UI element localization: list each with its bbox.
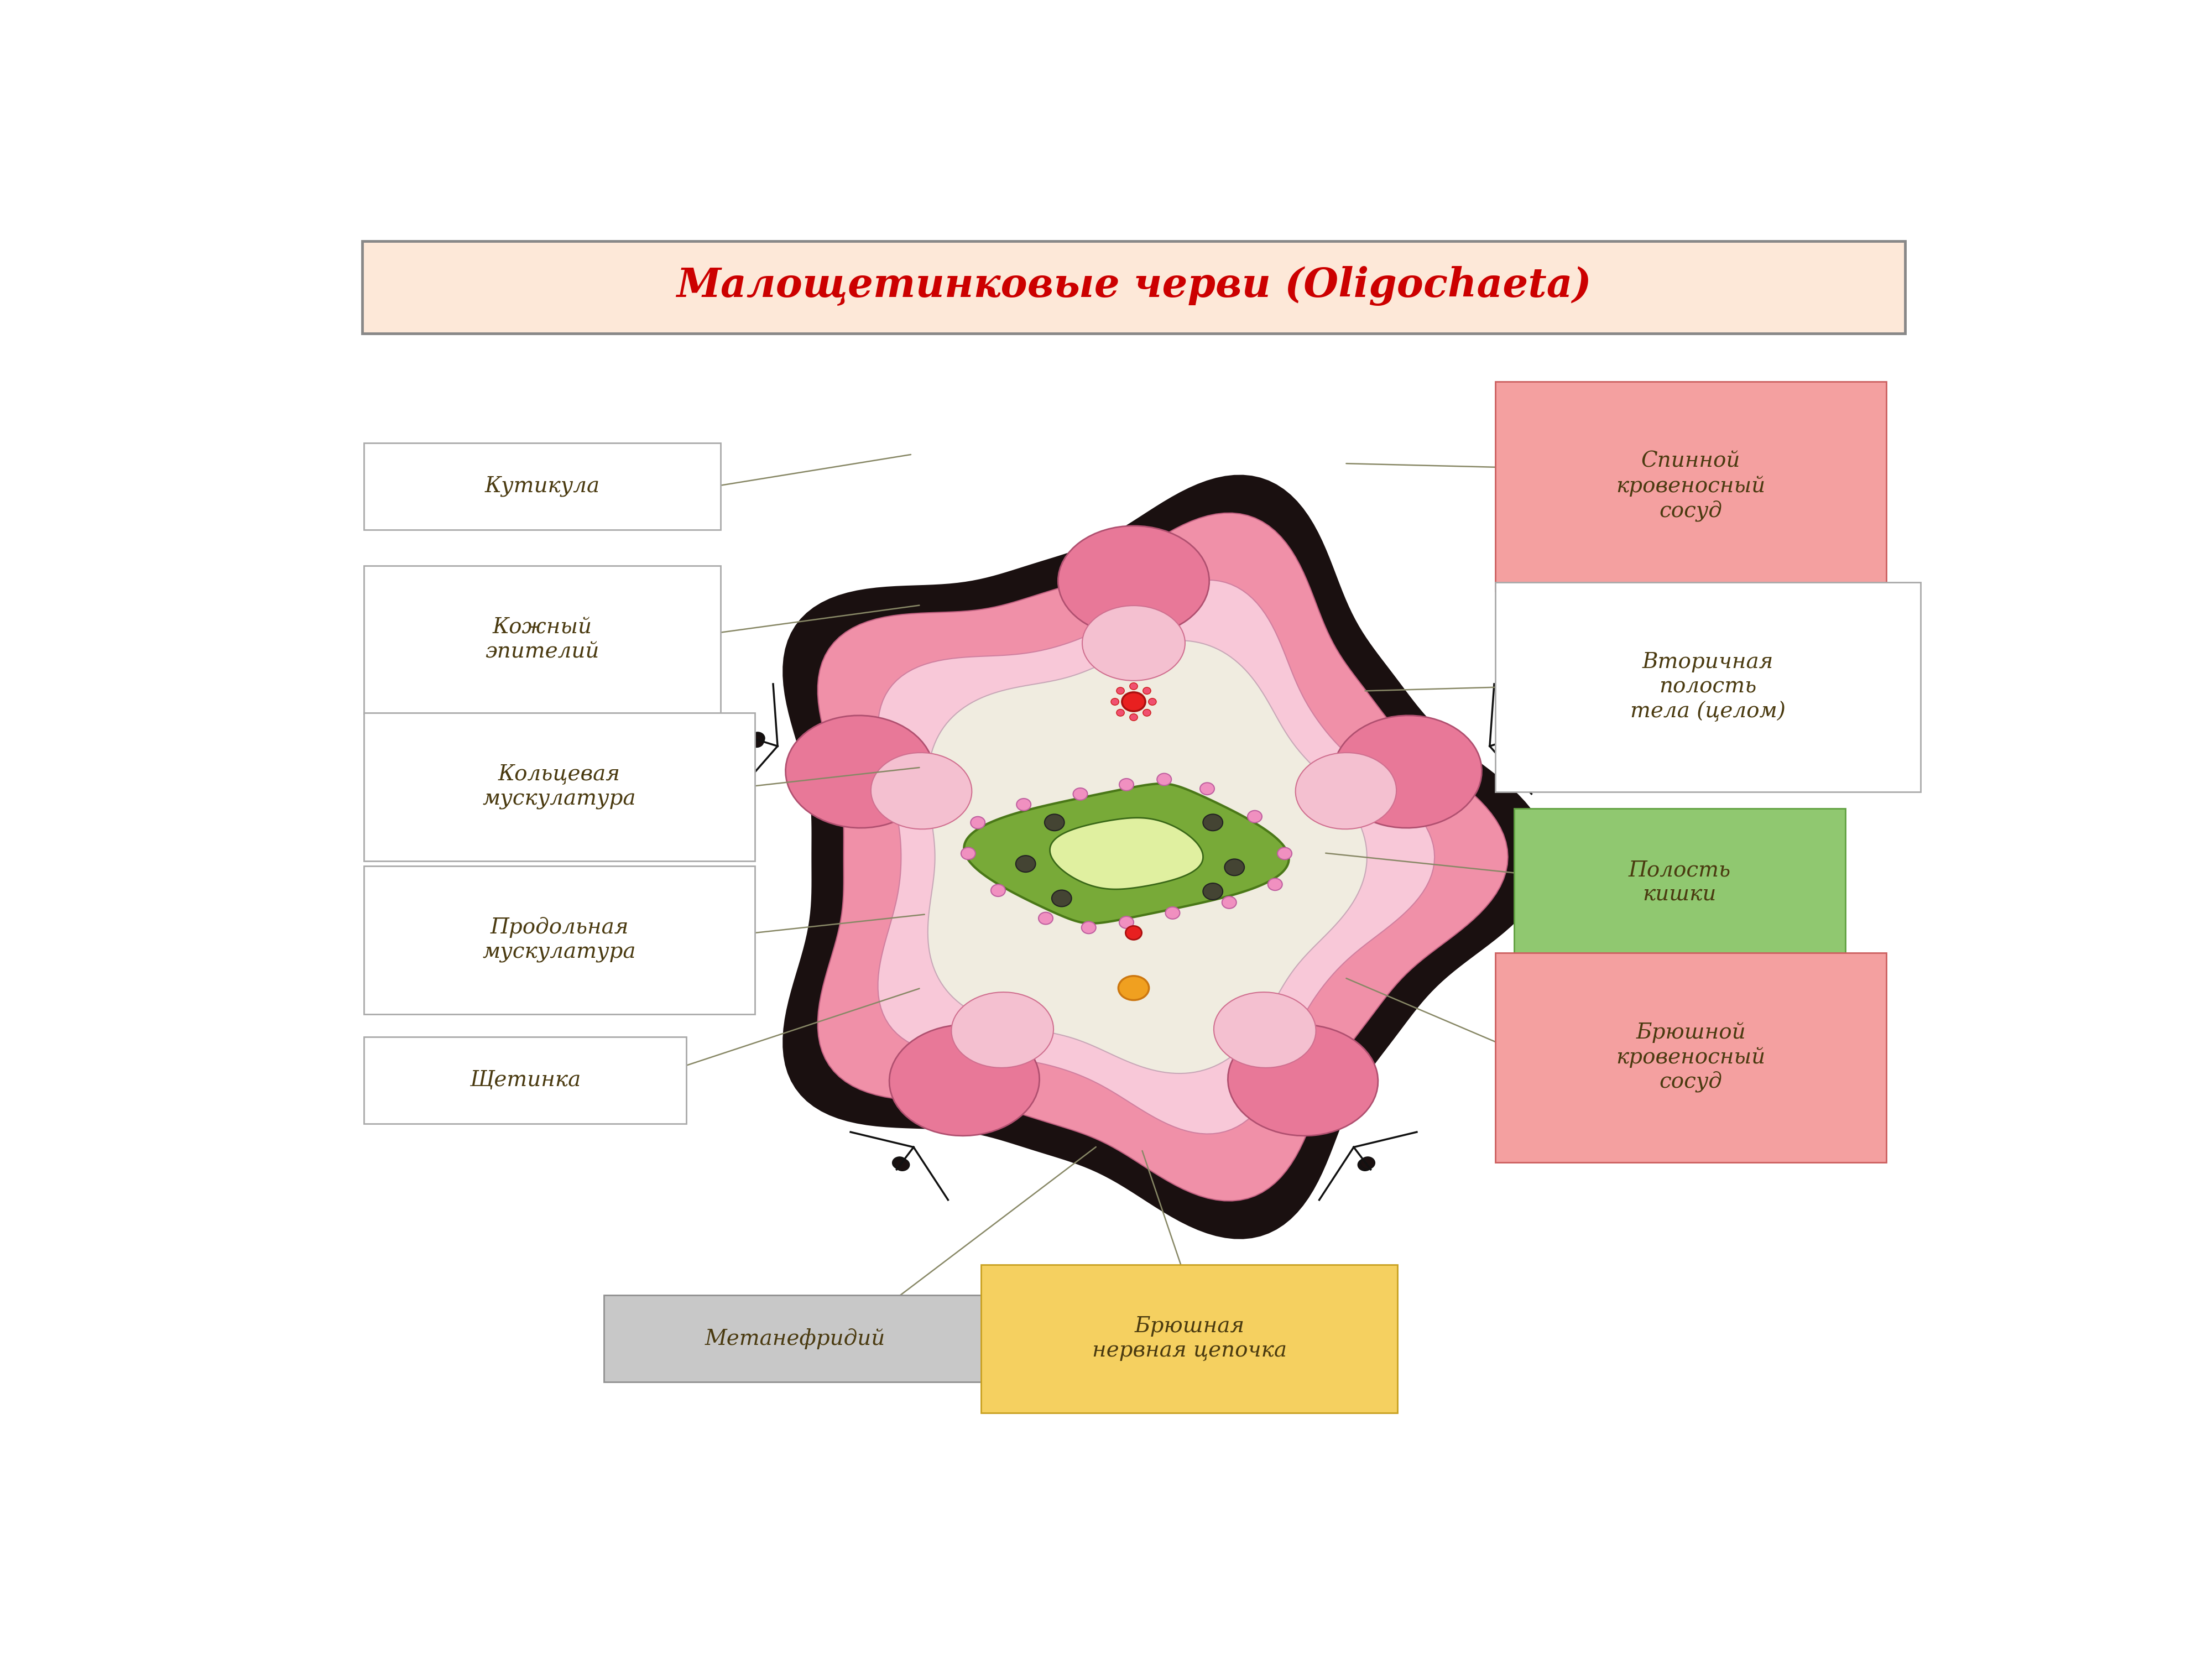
FancyBboxPatch shape bbox=[365, 1037, 686, 1123]
FancyBboxPatch shape bbox=[363, 241, 1905, 333]
Polygon shape bbox=[927, 640, 1367, 1073]
Ellipse shape bbox=[1296, 753, 1396, 830]
Ellipse shape bbox=[750, 733, 763, 747]
Text: Полость
кишки: Полость кишки bbox=[1628, 859, 1730, 904]
Ellipse shape bbox=[1037, 912, 1053, 924]
Ellipse shape bbox=[1117, 687, 1124, 693]
Ellipse shape bbox=[1225, 859, 1245, 876]
Ellipse shape bbox=[1119, 778, 1133, 791]
Ellipse shape bbox=[1214, 992, 1316, 1068]
Text: Метанефридий: Метанефридий bbox=[706, 1329, 885, 1349]
Text: Брюшная
нервная цепочка: Брюшная нервная цепочка bbox=[1093, 1316, 1287, 1360]
Polygon shape bbox=[818, 513, 1509, 1201]
Ellipse shape bbox=[1358, 1158, 1374, 1170]
Ellipse shape bbox=[1119, 916, 1133, 929]
Text: Продольная
мускулатура: Продольная мускулатура bbox=[482, 917, 637, 962]
FancyBboxPatch shape bbox=[1495, 952, 1887, 1163]
Polygon shape bbox=[1051, 818, 1203, 889]
Ellipse shape bbox=[1203, 883, 1223, 899]
Ellipse shape bbox=[1126, 926, 1141, 939]
Ellipse shape bbox=[1334, 715, 1482, 828]
Text: Щетинка: Щетинка bbox=[469, 1070, 582, 1090]
Ellipse shape bbox=[872, 753, 971, 830]
Ellipse shape bbox=[1051, 891, 1071, 906]
Ellipse shape bbox=[1502, 732, 1517, 745]
FancyBboxPatch shape bbox=[1495, 582, 1920, 791]
Text: Спинной
кровеносный
сосуд: Спинной кровеносный сосуд bbox=[1617, 451, 1765, 523]
Text: Малощетинковые черви (Oligochaeta): Малощетинковые черви (Oligochaeta) bbox=[677, 265, 1590, 305]
Text: Кожный
эпителий: Кожный эпителий bbox=[484, 617, 599, 662]
Ellipse shape bbox=[1044, 815, 1064, 831]
FancyBboxPatch shape bbox=[604, 1296, 987, 1382]
Polygon shape bbox=[783, 474, 1548, 1239]
Ellipse shape bbox=[891, 1156, 907, 1170]
Ellipse shape bbox=[991, 884, 1004, 896]
Ellipse shape bbox=[971, 816, 984, 830]
Ellipse shape bbox=[894, 1158, 909, 1170]
Text: Кольцевая
мускулатура: Кольцевая мускулатура bbox=[482, 765, 637, 810]
Ellipse shape bbox=[1267, 878, 1283, 891]
Ellipse shape bbox=[1203, 815, 1223, 831]
Ellipse shape bbox=[750, 735, 763, 747]
Ellipse shape bbox=[1157, 773, 1172, 785]
Ellipse shape bbox=[951, 992, 1053, 1068]
FancyBboxPatch shape bbox=[365, 566, 721, 713]
Text: Брюшной
кровеносный
сосуд: Брюшной кровеносный сосуд bbox=[1617, 1022, 1765, 1093]
Ellipse shape bbox=[1144, 687, 1150, 693]
Ellipse shape bbox=[1166, 907, 1179, 919]
Ellipse shape bbox=[1057, 526, 1210, 635]
Ellipse shape bbox=[750, 732, 765, 745]
FancyBboxPatch shape bbox=[1515, 808, 1845, 957]
Ellipse shape bbox=[1360, 1156, 1376, 1170]
Ellipse shape bbox=[1221, 896, 1237, 909]
FancyBboxPatch shape bbox=[982, 1264, 1398, 1413]
Ellipse shape bbox=[785, 715, 933, 828]
Ellipse shape bbox=[1015, 856, 1035, 873]
Ellipse shape bbox=[1199, 783, 1214, 795]
Ellipse shape bbox=[1018, 798, 1031, 811]
Ellipse shape bbox=[1279, 848, 1292, 859]
FancyBboxPatch shape bbox=[1495, 382, 1887, 591]
Ellipse shape bbox=[896, 1158, 909, 1171]
Ellipse shape bbox=[1117, 710, 1124, 717]
FancyBboxPatch shape bbox=[365, 866, 754, 1014]
Ellipse shape bbox=[1110, 698, 1119, 705]
Text: Кутикула: Кутикула bbox=[484, 476, 599, 498]
Ellipse shape bbox=[1119, 975, 1148, 1000]
Ellipse shape bbox=[1082, 921, 1095, 934]
Polygon shape bbox=[878, 581, 1436, 1135]
Ellipse shape bbox=[1504, 733, 1517, 747]
Ellipse shape bbox=[1082, 606, 1186, 680]
Ellipse shape bbox=[889, 1025, 1040, 1136]
FancyBboxPatch shape bbox=[365, 443, 721, 529]
Ellipse shape bbox=[1121, 692, 1146, 712]
Ellipse shape bbox=[1228, 1025, 1378, 1136]
Polygon shape bbox=[964, 783, 1290, 924]
Ellipse shape bbox=[1130, 713, 1137, 720]
Ellipse shape bbox=[1130, 684, 1137, 690]
FancyBboxPatch shape bbox=[365, 713, 754, 861]
Ellipse shape bbox=[1248, 811, 1263, 823]
Ellipse shape bbox=[960, 848, 975, 859]
Ellipse shape bbox=[1504, 735, 1517, 747]
Ellipse shape bbox=[1144, 710, 1150, 717]
Ellipse shape bbox=[1358, 1158, 1371, 1171]
Ellipse shape bbox=[1073, 788, 1088, 800]
Text: Вторичная
полость
тела (целом): Вторичная полость тела (целом) bbox=[1630, 652, 1785, 722]
Ellipse shape bbox=[1148, 698, 1157, 705]
